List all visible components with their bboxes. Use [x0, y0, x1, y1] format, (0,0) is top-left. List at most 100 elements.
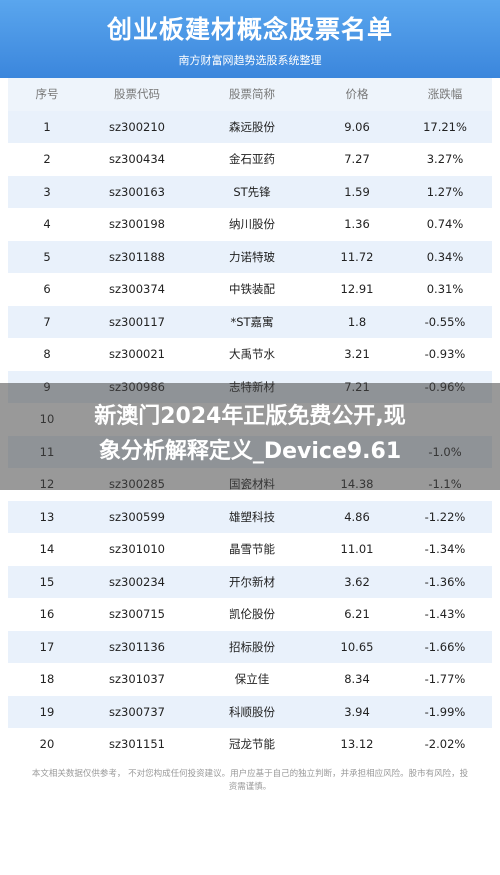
table-cell: 11.01: [340, 542, 374, 557]
table-cell: 6.21: [344, 607, 370, 622]
table-cell: 3.21: [344, 347, 370, 362]
table-row: 3 sz300163 ST先锋 1.59 1.27%: [8, 175, 492, 208]
table-cell: sz301188: [109, 249, 165, 264]
table-cell: 招标股份: [229, 639, 275, 654]
table-cell: 1: [43, 119, 51, 134]
table-cell: -2.02%: [424, 737, 466, 752]
table-row: 2 sz300434 金石亚药 7.27 3.27%: [8, 143, 492, 176]
table-row: 20 sz301151 冠龙节能 13.12 -2.02%: [8, 728, 492, 761]
table-row: 8 sz300021 大禹节水 3.21 -0.93%: [8, 338, 492, 371]
table-cell: 19: [39, 704, 55, 719]
table-cell: 保立佳: [234, 672, 270, 687]
table-cell: 17: [39, 639, 55, 654]
page-title: 创业板建材概念股票名单: [106, 15, 393, 44]
table-cell: 金石亚药: [229, 152, 275, 167]
table-cell: -1.36%: [424, 574, 466, 589]
table-cell: 5: [43, 249, 51, 264]
table-cell: 12.91: [340, 282, 374, 297]
table-cell: 1.36: [344, 217, 370, 232]
header-banner: 创业板建材概念股票名单 南方财富网趋势选股系统整理: [0, 0, 500, 78]
table-cell: 7.27: [344, 152, 370, 167]
table-cell: 3.62: [344, 574, 370, 589]
table-cell: sz300021: [109, 347, 165, 362]
table-cell: 0.34%: [426, 249, 464, 264]
watermark-line: 新澳门2024年正版免费公开,现: [94, 404, 406, 429]
table-cell: 1.8: [347, 314, 367, 329]
column-header: 股票简称: [229, 87, 275, 102]
table-row: 13 sz300599 雄塑科技 4.86 -1.22%: [8, 500, 492, 533]
column-header: 涨跌幅: [427, 87, 463, 102]
table-cell: 1.59: [344, 184, 370, 199]
table-cell: 冠龙节能: [229, 737, 275, 752]
table-cell: 15: [39, 574, 55, 589]
table-cell: -1.66%: [424, 639, 466, 654]
table-cell: 雄塑科技: [229, 509, 275, 524]
table-cell: 凯伦股份: [229, 607, 275, 622]
watermark-overlay: 新澳门2024年正版免费公开,现 象分析解释定义_Device9.61: [0, 383, 500, 490]
column-header: 股票代码: [114, 87, 160, 102]
table-cell: 中铁装配: [229, 282, 275, 297]
table-cell: sz301037: [109, 672, 165, 687]
table-cell: *ST嘉寓: [230, 314, 274, 329]
watermark-line: 象分析解释定义_Device9.61: [98, 439, 402, 464]
table-cell: 3.27%: [426, 152, 464, 167]
table-cell: 9.06: [344, 119, 370, 134]
table-cell: sz301151: [109, 737, 165, 752]
table-cell: 0.31%: [426, 282, 464, 297]
table-cell: sz301010: [109, 542, 165, 557]
table-cell: sz300234: [109, 574, 165, 589]
table-cell: 力诺特玻: [229, 249, 275, 264]
table-row: 1 sz300210 森远股份 9.06 17.21%: [8, 110, 492, 143]
table-cell: 16: [39, 607, 55, 622]
table-row: 18 sz301037 保立佳 8.34 -1.77%: [8, 663, 492, 696]
table-cell: sz300715: [109, 607, 165, 622]
disclaimer: 本文相关数据仅供参考， 不对您构成任何投资建议。用户应基于自己的独立判断，并承担…: [31, 769, 469, 792]
stock-table: 序号 股票代码 股票简称 价格 涨跌幅 1 sz300210 森远股份 9.06 17.…: [8, 78, 492, 764]
table-cell: sz300599: [109, 509, 165, 524]
page-subtitle: 南方财富网趋势选股系统整理: [178, 54, 322, 67]
table-cell: sz300210: [109, 119, 165, 134]
table-cell: 7: [43, 314, 51, 329]
table-row: 15 sz300234 开尔新材 3.62 -1.36%: [8, 565, 492, 598]
table-cell: 13: [39, 509, 55, 524]
table-cell: -1.22%: [424, 509, 466, 524]
table-cell: sz300198: [109, 217, 165, 232]
table-cell: -1.99%: [424, 704, 466, 719]
table-cell: 3: [43, 184, 51, 199]
table-cell: -0.55%: [424, 314, 466, 329]
column-header: 序号: [35, 87, 59, 102]
table-cell: 科顺股份: [229, 704, 275, 719]
table-cell: 11.72: [340, 249, 374, 264]
table-cell: -1.34%: [424, 542, 466, 557]
table-cell: 10.65: [340, 639, 374, 654]
table-cell: sz300163: [109, 184, 165, 199]
table-cell: 大禹节水: [229, 347, 275, 362]
table-cell: 8.34: [344, 672, 370, 687]
table-cell: 森远股份: [229, 119, 275, 134]
table-cell: 晶雪节能: [229, 542, 275, 557]
table-cell: 3.94: [344, 704, 370, 719]
table-cell: 8: [43, 347, 51, 362]
table-row: 19 sz300737 科顺股份 3.94 -1.99%: [8, 695, 492, 728]
table-row: 5 sz301188 力诺特玻 11.72 0.34%: [8, 240, 492, 273]
table-row: 6 sz300374 中铁装配 12.91 0.31%: [8, 273, 492, 306]
table-cell: 18: [39, 672, 55, 687]
table-header: 序号 股票代码 股票简称 价格 涨跌幅: [8, 78, 492, 111]
table-cell: sz300737: [109, 704, 165, 719]
table-cell: 2: [43, 152, 51, 167]
table-cell: -0.93%: [424, 347, 466, 362]
table-cell: sz300374: [109, 282, 165, 297]
table-cell: 4: [43, 217, 51, 232]
table-cell: 6: [43, 282, 51, 297]
table-cell: 开尔新材: [229, 574, 275, 589]
table-cell: 17.21%: [423, 119, 467, 134]
table-cell: 纳川股份: [229, 217, 275, 232]
table-cell: 1.27%: [426, 184, 464, 199]
table-cell: -1.77%: [424, 672, 466, 687]
table-cell: 20: [39, 737, 55, 752]
table-cell: -1.43%: [424, 607, 466, 622]
table-cell: ST先锋: [233, 184, 271, 199]
table-row: 7 sz300117 *ST嘉寓 1.8 -0.55%: [8, 305, 492, 338]
table-row: 14 sz301010 晶雪节能 11.01 -1.34%: [8, 533, 492, 566]
table-cell: sz300117: [109, 314, 165, 329]
